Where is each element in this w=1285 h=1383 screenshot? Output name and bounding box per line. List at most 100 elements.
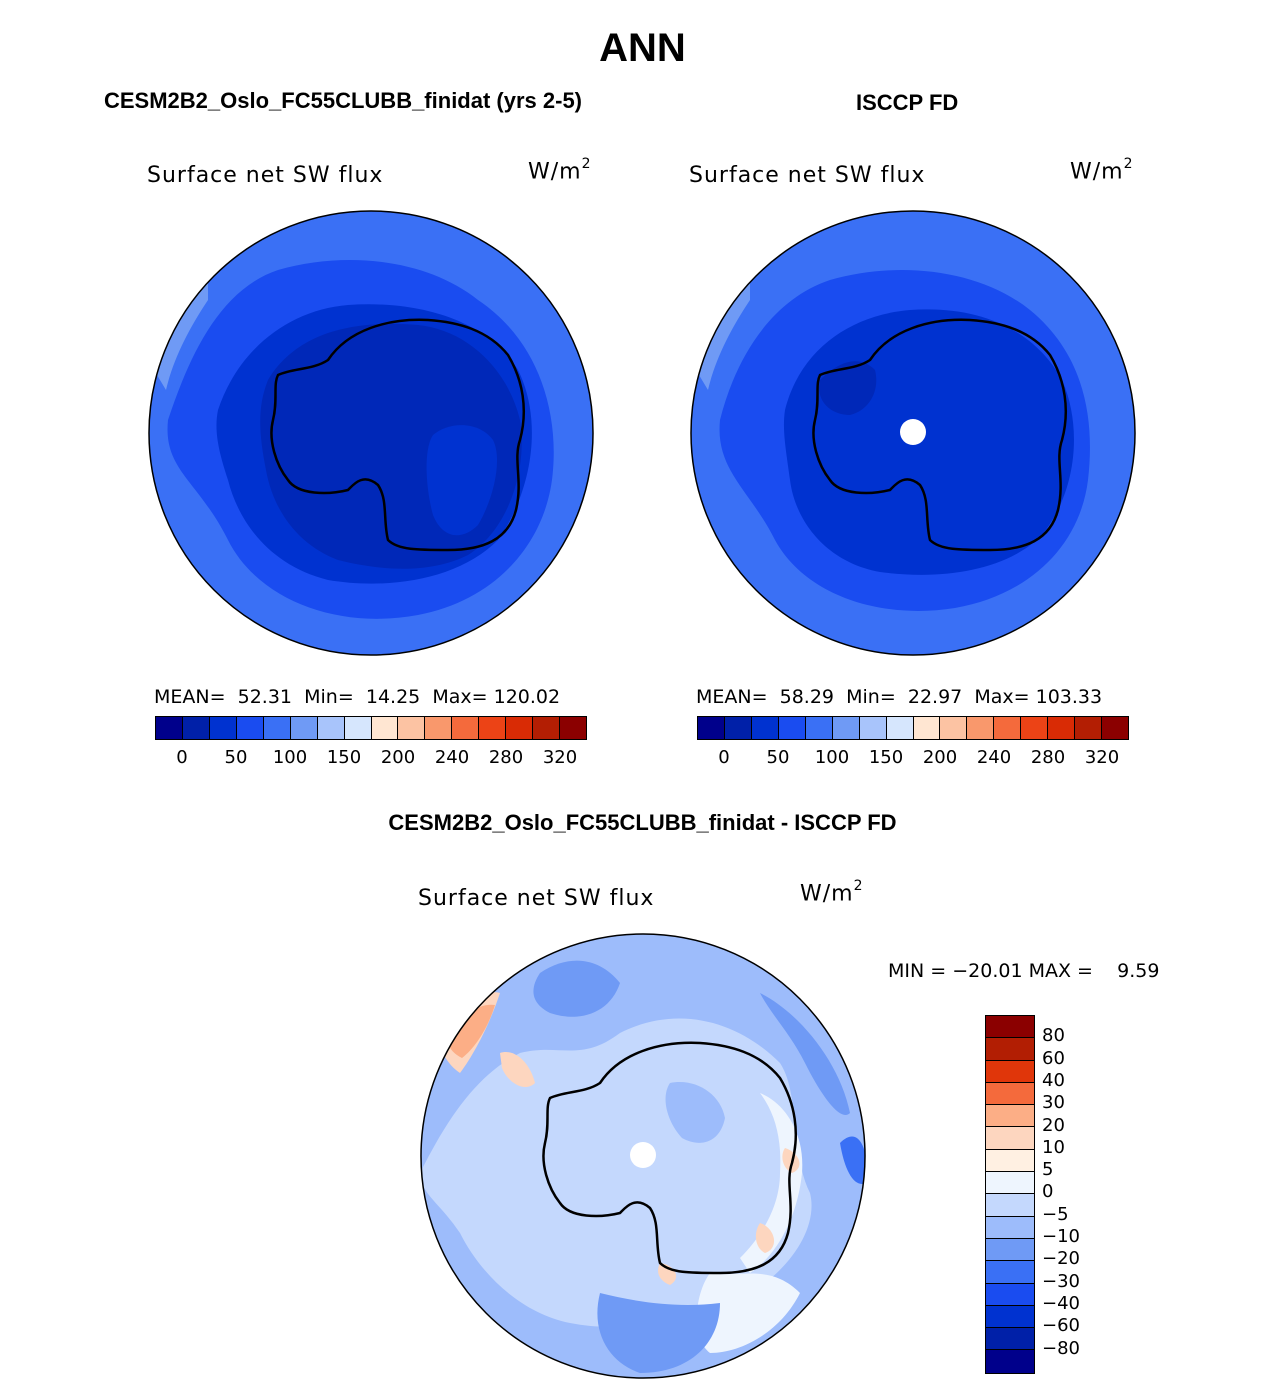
- colorbar-tick-label: 0: [718, 747, 730, 768]
- colorbar-tick-label: 320: [542, 747, 578, 768]
- colorbar-swatch: [986, 1305, 1034, 1329]
- colorbar-swatch: [986, 1261, 1034, 1284]
- colorbar-swatch: [778, 717, 806, 739]
- colorbar-swatch: [263, 717, 291, 739]
- colorbar-swatch: [986, 1105, 1034, 1128]
- colorbar-tick-label: 50: [224, 747, 248, 768]
- colorbar-tick-label: −40: [1042, 1292, 1080, 1314]
- colorbar-tick-label: −20: [1042, 1248, 1080, 1270]
- colorbar-tick-label: 200: [922, 747, 958, 768]
- colorbar-tick-label: 200: [380, 747, 416, 768]
- colorbar-swatch: [506, 717, 534, 739]
- colorbar-swatch: [398, 717, 426, 739]
- right-colorbar: [697, 716, 1129, 740]
- diff-stats: MIN = −20.01 MAX = 9.59: [888, 960, 1160, 982]
- colorbar-tick-label: 150: [326, 747, 362, 768]
- colorbar-swatch: [986, 1082, 1034, 1106]
- colorbar-swatch: [1048, 717, 1076, 739]
- colorbar-swatch: [940, 717, 968, 739]
- colorbar-swatch: [986, 1216, 1034, 1239]
- diff-variable-label: Surface net SW flux: [418, 886, 655, 911]
- colorbar-swatch: [182, 717, 210, 739]
- right-panel-title: ISCCP FD: [856, 90, 959, 115]
- colorbar-swatch: [986, 1194, 1034, 1217]
- colorbar-swatch: [317, 717, 345, 739]
- colorbar-tick-label: −80: [1042, 1337, 1080, 1359]
- colorbar-swatch: [859, 717, 887, 739]
- colorbar-swatch: [986, 1238, 1034, 1262]
- colorbar-swatch: [698, 717, 725, 739]
- colorbar-swatch: [1102, 717, 1128, 739]
- colorbar-tick-label: 240: [976, 747, 1012, 768]
- colorbar-swatch: [832, 717, 860, 739]
- right-unit-label: W/m2: [1070, 156, 1134, 185]
- colorbar-swatch: [986, 1127, 1034, 1150]
- colorbar-swatch: [371, 717, 399, 739]
- colorbar-swatch: [344, 717, 372, 739]
- right-colorbar-ticks: 0 50 100 150 200 240 280 320: [697, 747, 1129, 771]
- left-variable-label: Surface net SW flux: [147, 163, 384, 188]
- colorbar-swatch: [751, 717, 779, 739]
- diff-panel-title: CESM2B2_Oslo_FC55CLUBB_finidat - ISCCP F…: [388, 810, 897, 835]
- right-variable-label: Surface net SW flux: [689, 163, 926, 188]
- colorbar-swatch: [156, 717, 183, 739]
- colorbar-tick-label: −10: [1042, 1226, 1080, 1247]
- diff-colorbar: [985, 1015, 1035, 1374]
- right-stats: MEAN= 58.29 Min= 22.97 Max= 103.33: [696, 686, 1103, 708]
- colorbar-swatch: [986, 1016, 1034, 1039]
- left-unit-label: W/m2: [528, 156, 592, 185]
- colorbar-swatch: [1075, 717, 1103, 739]
- left-colorbar: [155, 716, 587, 740]
- colorbar-swatch: [1021, 717, 1049, 739]
- colorbar-swatch: [986, 1283, 1034, 1306]
- colorbar-swatch: [986, 1350, 1034, 1373]
- left-colorbar-ticks: 0 50 100 150 200 240 280 320: [155, 747, 587, 771]
- colorbar-tick-label: 280: [488, 747, 524, 768]
- colorbar-swatch: [994, 717, 1022, 739]
- left-stats: MEAN= 52.31 Min= 14.25 Max= 120.02: [154, 686, 561, 708]
- left-polar-map: [148, 210, 594, 656]
- colorbar-swatch: [560, 717, 586, 739]
- colorbar-swatch: [236, 717, 264, 739]
- colorbar-swatch: [986, 1149, 1034, 1173]
- colorbar-tick-label: 100: [272, 747, 308, 768]
- diff-unit-label: W/m2: [800, 878, 864, 907]
- colorbar-swatch: [986, 1172, 1034, 1195]
- main-title: ANN: [599, 26, 686, 70]
- colorbar-tick-label: 50: [766, 747, 790, 768]
- colorbar-swatch: [724, 717, 752, 739]
- colorbar-swatch: [967, 717, 995, 739]
- colorbar-tick-label: 60: [1042, 1047, 1065, 1069]
- colorbar-swatch: [452, 717, 480, 739]
- colorbar-swatch: [479, 717, 507, 739]
- colorbar-swatch: [986, 1328, 1034, 1351]
- colorbar-tick-label: 5: [1042, 1159, 1054, 1181]
- colorbar-swatch: [986, 1060, 1034, 1083]
- diff-polar-map: [420, 933, 866, 1379]
- colorbar-swatch: [986, 1038, 1034, 1061]
- left-panel-title: CESM2B2_Oslo_FC55CLUBB_finidat (yrs 2-5): [104, 88, 583, 113]
- colorbar-swatch: [913, 717, 941, 739]
- colorbar-tick-label: 100: [814, 747, 850, 768]
- colorbar-tick-label: 20: [1042, 1114, 1065, 1136]
- diff-colorbar-ticks: 80 60 40 30 20 10 5 0 −5 −10 −20 −30 −40 −60 −80: [1042, 1015, 1102, 1375]
- colorbar-tick-label: 0: [176, 747, 188, 768]
- colorbar-swatch: [209, 717, 237, 739]
- colorbar-tick-label: 10: [1042, 1136, 1065, 1158]
- pole-hole: [900, 419, 926, 445]
- colorbar-tick-label: 320: [1084, 747, 1120, 768]
- colorbar-tick-label: 40: [1042, 1069, 1065, 1091]
- colorbar-swatch: [533, 717, 561, 739]
- colorbar-swatch: [290, 717, 318, 739]
- colorbar-tick-label: 30: [1042, 1092, 1065, 1114]
- colorbar-tick-label: 80: [1042, 1025, 1065, 1047]
- colorbar-tick-label: 240: [434, 747, 470, 768]
- colorbar-tick-label: 0: [1042, 1181, 1054, 1203]
- right-polar-map: [690, 210, 1136, 656]
- colorbar-tick-label: 150: [868, 747, 904, 768]
- colorbar-swatch: [805, 717, 833, 739]
- colorbar-tick-label: −60: [1042, 1315, 1080, 1337]
- colorbar-swatch: [886, 717, 914, 739]
- colorbar-tick-label: 280: [1030, 747, 1066, 768]
- colorbar-tick-label: −30: [1042, 1270, 1080, 1292]
